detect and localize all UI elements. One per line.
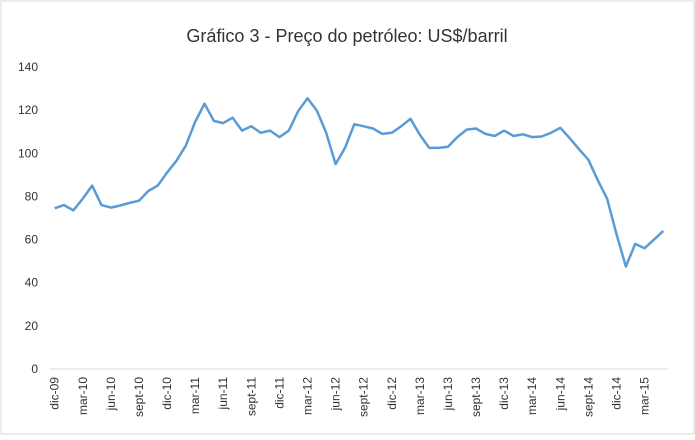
data-line <box>54 97 665 268</box>
x-tick-label: sept-10 <box>132 377 146 417</box>
x-tick-label: jun-11 <box>216 377 230 411</box>
x-tick-label: mar-14 <box>525 377 539 415</box>
x-tick-label: mar-10 <box>76 377 90 415</box>
y-tick-label: 40 <box>25 276 39 290</box>
y-tick-label: 100 <box>18 146 38 160</box>
x-tick-label: dic-13 <box>497 377 511 410</box>
x-tick-label: sept-13 <box>469 377 483 417</box>
x-tick-label: mar-12 <box>301 377 315 415</box>
y-tick-label: 20 <box>25 319 39 333</box>
y-tick-label: 0 <box>31 362 38 376</box>
x-tick-label: jun-13 <box>441 377 455 412</box>
x-tick-label: mar-13 <box>413 377 427 415</box>
x-tick-label: dic-12 <box>385 377 399 410</box>
chart-title: Gráfico 3 - Preço do petróleo: US$/barri… <box>186 26 507 46</box>
x-tick-label: dic-11 <box>272 377 286 409</box>
x-tick-label: sept-12 <box>357 377 371 417</box>
y-tick-label: 60 <box>25 233 39 247</box>
x-tick-label: dic-10 <box>160 377 174 410</box>
y-tick-label: 140 <box>18 60 38 74</box>
x-tick-label: jun-10 <box>104 377 118 412</box>
x-tick-label: jun-14 <box>553 377 567 412</box>
y-tick-label: 80 <box>25 189 39 203</box>
y-tick-label: 120 <box>18 103 38 117</box>
x-tick-label: mar-11 <box>188 377 202 414</box>
x-tick-label: mar-15 <box>638 377 652 415</box>
x-tick-label: sept-11 <box>244 377 258 416</box>
x-tick-label: sept-14 <box>581 377 595 417</box>
x-tick-label: dic-14 <box>610 377 624 410</box>
x-tick-label: dic-09 <box>48 377 62 410</box>
x-tick-label: jun-12 <box>329 377 343 412</box>
